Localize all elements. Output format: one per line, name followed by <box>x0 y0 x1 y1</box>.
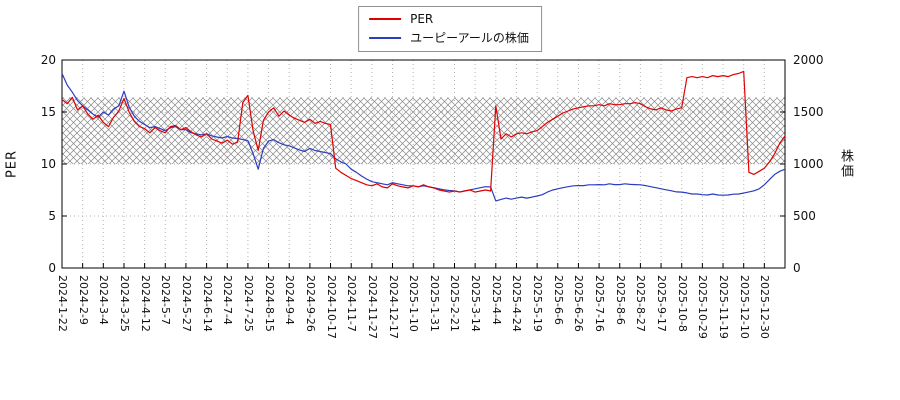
x-tick-label: 2024-10-17 <box>324 275 338 339</box>
x-tick-label: 2025-12-10 <box>737 275 751 339</box>
x-tick-label: 2024-5-27 <box>179 275 193 332</box>
left-tick-label: 0 <box>48 261 56 275</box>
x-tick-label: 2025-10-29 <box>696 275 710 339</box>
x-tick-label: 2025-7-16 <box>593 275 607 332</box>
x-tick-label: 2025-4-24 <box>510 275 524 332</box>
x-tick-label: 2024-9-4 <box>283 275 297 325</box>
x-tick-label: 2025-6-26 <box>572 275 586 332</box>
x-tick-label: 2025-1-31 <box>427 275 441 332</box>
reference-band <box>62 97 785 164</box>
x-tick-label: 2024-11-7 <box>345 275 359 332</box>
stock-price-line-swatch <box>369 37 402 39</box>
legend-label-stock-price: ユーピーアールの株価 <box>410 31 529 45</box>
legend-label-per: PER <box>410 12 434 26</box>
legend-item-stock-price: ユーピーアールの株価 <box>369 31 529 45</box>
legend-item-per: PER <box>369 12 529 26</box>
left-tick-label: 20 <box>40 53 56 67</box>
x-tick-label: 2024-3-4 <box>97 275 111 325</box>
x-tick-label: 2024-8-15 <box>262 275 276 332</box>
left-tick-label: 10 <box>40 157 56 171</box>
x-tick-label: 2024-5-7 <box>159 275 173 325</box>
right-tick-label: 0 <box>793 261 801 275</box>
right-axis-title: 株価 <box>838 149 853 179</box>
right-tick-label: 1500 <box>793 105 824 119</box>
x-tick-label: 2025-4-4 <box>489 275 503 325</box>
x-tick-label: 2024-7-25 <box>241 275 255 332</box>
x-tick-label: 2025-10-8 <box>675 275 689 332</box>
per-line-series <box>61 70 786 193</box>
x-tick-label: 2025-5-19 <box>531 275 545 332</box>
x-tick-label: 2025-9-17 <box>655 275 669 332</box>
x-tick-label: 2024-2-9 <box>76 275 90 325</box>
x-tick-label: 2025-3-14 <box>469 275 483 332</box>
x-tick-label: 2024-1-22 <box>56 275 69 332</box>
left-tick-label: 15 <box>40 105 56 119</box>
x-tick-label: 2024-9-26 <box>303 275 317 332</box>
x-tick-label: 2025-6-6 <box>551 275 565 325</box>
right-tick-label: 500 <box>793 209 816 223</box>
x-tick-label: 2025-2-21 <box>448 275 462 332</box>
left-tick-label: 5 <box>48 209 56 223</box>
x-tick-label: 2025-8-6 <box>613 275 627 325</box>
per-line-swatch <box>369 18 402 20</box>
right-tick-label: 2000 <box>793 53 824 67</box>
x-tick-label: 2024-6-14 <box>200 275 214 332</box>
x-tick-label: 2025-11-19 <box>717 275 731 339</box>
legend: PER ユーピーアールの株価 <box>358 6 542 52</box>
x-tick-label: 2024-3-25 <box>117 275 131 332</box>
x-tick-label: 2024-4-12 <box>138 275 152 332</box>
x-tick-label: 2024-11-27 <box>365 275 379 339</box>
x-tick-label: 2025-12-30 <box>758 275 772 339</box>
right-tick-label: 1000 <box>793 157 824 171</box>
stock-price-line-series <box>61 73 786 202</box>
x-tick-label: 2025-8-27 <box>634 275 648 332</box>
x-tick-label: 2025-1-10 <box>407 275 421 332</box>
x-tick-label: 2024-12-17 <box>386 275 400 339</box>
x-tick-label: 2024-7-4 <box>221 275 235 325</box>
